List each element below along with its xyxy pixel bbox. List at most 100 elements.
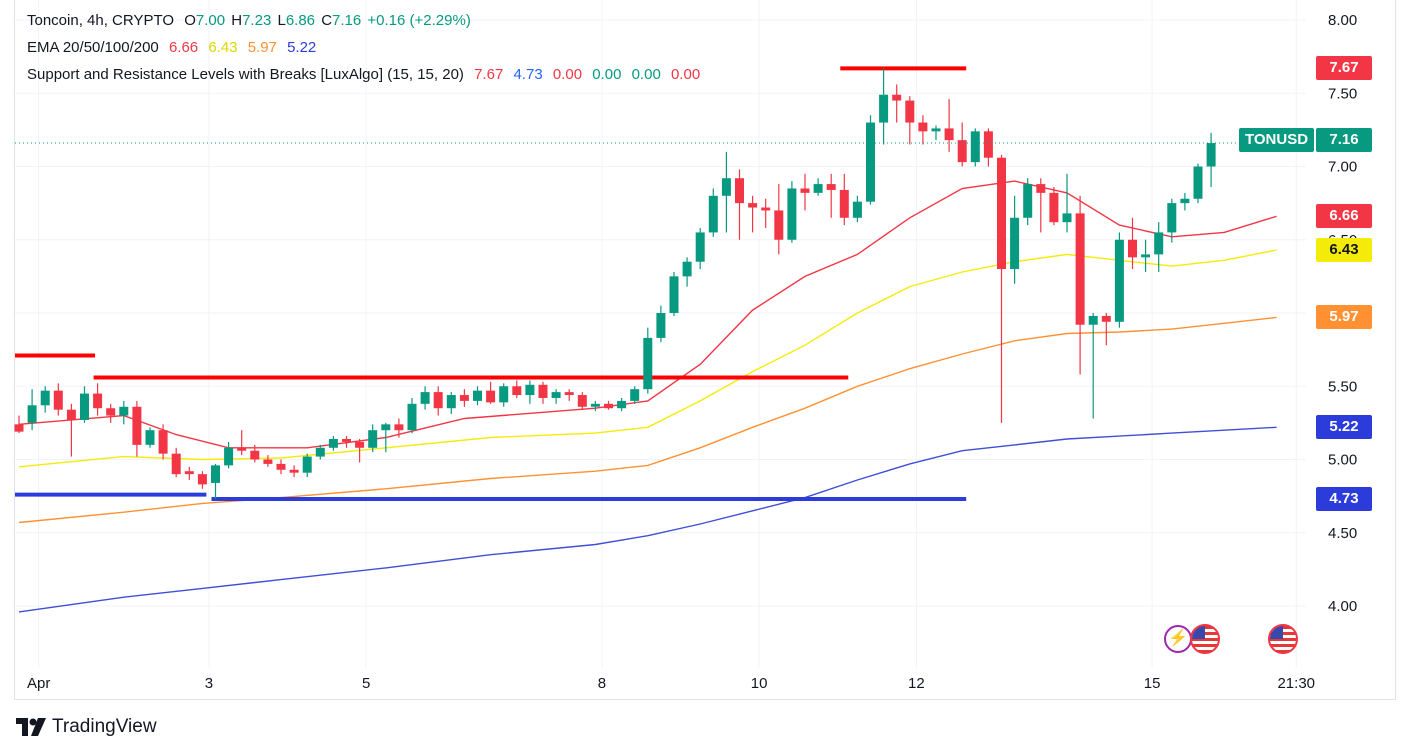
candle-body (237, 447, 247, 451)
time-tick-label: 10 (751, 675, 768, 692)
candle-body (512, 386, 522, 396)
candle (433, 386, 443, 416)
lightning-event-icon[interactable]: ⚡ (1164, 625, 1192, 653)
candle (328, 436, 338, 451)
candle (1141, 239, 1151, 272)
candle-body (211, 465, 220, 483)
candle-body (630, 389, 640, 401)
candle (1036, 178, 1046, 233)
candle (997, 154, 1006, 423)
candle-body (132, 406, 142, 445)
candle (538, 381, 548, 404)
candle (368, 424, 378, 453)
ema-lines (18, 180, 1277, 613)
candle (1193, 163, 1203, 204)
candle-body (944, 128, 954, 141)
candle-body (499, 386, 509, 403)
candle-body (250, 450, 260, 460)
candle-body (669, 276, 679, 313)
candle (1128, 217, 1137, 270)
ema-line-ema200 (18, 426, 1277, 613)
candle (1154, 222, 1164, 272)
candle (119, 400, 129, 425)
candles (14, 68, 1216, 500)
candle-body (119, 406, 129, 416)
candle-body (538, 384, 548, 398)
sr-value-2: 4.73 (513, 66, 543, 83)
candle (735, 169, 744, 240)
candle-body (1062, 213, 1072, 223)
candle (721, 151, 731, 233)
candle (224, 441, 234, 469)
candle (839, 173, 849, 226)
symbol-name[interactable]: Toncoin, 4h, CRYPTO (27, 12, 175, 29)
candle-body (1154, 232, 1164, 255)
candle-body (224, 447, 234, 466)
tradingview-brand[interactable]: TradingView (16, 716, 157, 738)
sr-indicator-name[interactable]: Support and Resistance Levels with Break… (27, 66, 464, 83)
sr-value-5: 0.00 (631, 66, 661, 83)
candle (630, 386, 640, 404)
ema100-value: 5.97 (247, 39, 277, 56)
candle (879, 68, 889, 145)
candle-body (66, 409, 76, 420)
sr-value-1: 7.67 (474, 66, 504, 83)
candle-body (826, 184, 836, 190)
candle (800, 173, 810, 211)
candle-body (171, 453, 181, 475)
candle (551, 389, 561, 404)
candle (263, 455, 273, 467)
candle (446, 392, 456, 415)
candle-body (957, 140, 967, 163)
candle (957, 122, 967, 167)
candle (1075, 195, 1085, 375)
candle (394, 418, 404, 438)
candle-body (302, 456, 312, 473)
candle (145, 427, 155, 448)
ticker-tag[interactable]: TONUSD (1239, 128, 1315, 152)
candle-body (263, 459, 273, 464)
candle-body (315, 447, 325, 457)
candle-body (997, 157, 1006, 270)
candle (944, 99, 954, 152)
candle (132, 400, 142, 457)
candle-body (1180, 198, 1190, 204)
tradingview-logo-icon (16, 718, 46, 736)
candle-body (1023, 184, 1033, 218)
us-flag-event-icon[interactable] (1268, 624, 1298, 654)
candle-body (80, 393, 89, 420)
candle-body (14, 424, 24, 432)
candle (237, 430, 247, 456)
candle (826, 173, 836, 218)
candle-body (289, 469, 299, 473)
candle (93, 383, 103, 416)
candle (1049, 187, 1059, 226)
candle (682, 257, 692, 287)
sr-value-4: 0.00 (592, 66, 622, 83)
candle (211, 463, 220, 500)
candle-body (695, 232, 705, 262)
ema-line-ema50 (18, 249, 1277, 468)
price-tag: 6.43 (1316, 238, 1372, 262)
candle (695, 228, 705, 270)
ema20-value: 6.66 (168, 39, 199, 56)
price-tick-label: 7.00 (1328, 159, 1357, 176)
candle-body (525, 384, 535, 396)
candle (106, 403, 116, 423)
ema-line-ema100 (18, 316, 1277, 524)
candle-body (446, 395, 456, 409)
candle (420, 386, 430, 410)
candle-body (656, 313, 666, 338)
candle (158, 424, 168, 460)
low-value: L6.86 (277, 12, 316, 29)
ema-indicator-name[interactable]: EMA 20/50/100/200 (27, 39, 159, 56)
candle-body (1128, 239, 1137, 258)
high-value: H7.23 (231, 12, 272, 29)
candle-body (564, 392, 574, 396)
candle-body (486, 390, 496, 403)
candle-body (735, 178, 744, 204)
candle (656, 305, 666, 343)
us-flag-event-icon[interactable] (1190, 624, 1220, 654)
candlestick-chart[interactable]: 8.007.507.006.505.505.004.504.00 Apr3581… (0, 0, 1410, 700)
price-tag: 5.97 (1316, 305, 1372, 330)
